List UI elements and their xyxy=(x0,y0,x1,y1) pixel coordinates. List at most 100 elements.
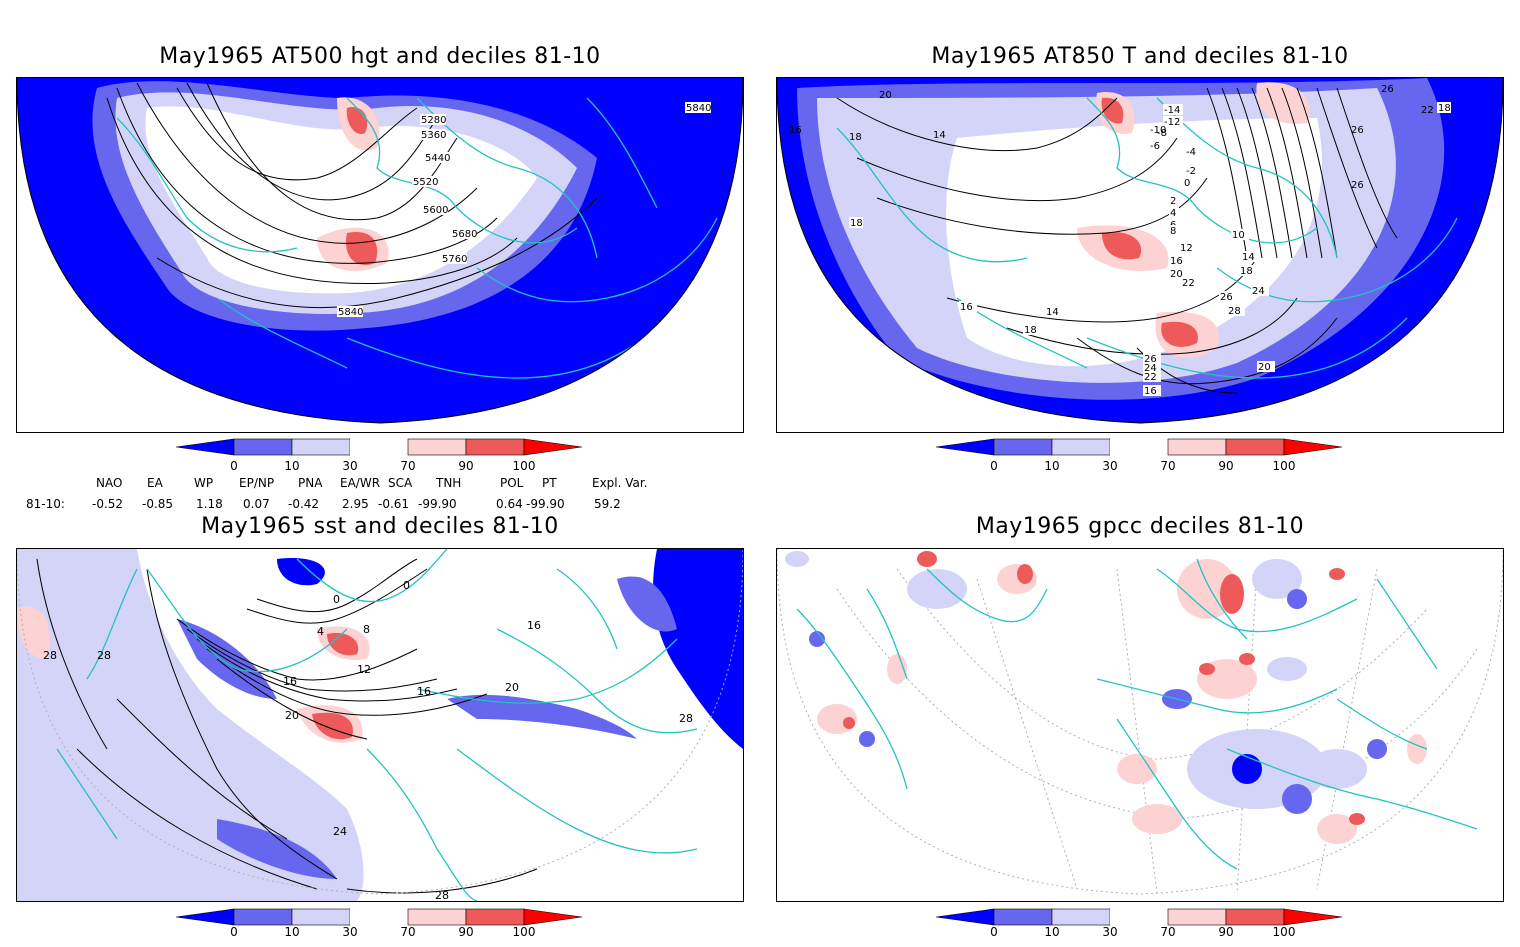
coastlines xyxy=(116,97,718,379)
colorbar-tick: 10 xyxy=(284,925,300,939)
contour-label: 24 xyxy=(1252,286,1265,297)
contour-label: 26 xyxy=(1381,84,1394,95)
index-header: PT xyxy=(542,476,557,490)
contour-label: 16 xyxy=(960,302,973,313)
index-value: 2.95 xyxy=(342,497,369,511)
contour-label: 14 xyxy=(933,130,946,141)
colorbar-tick: 30 xyxy=(342,925,358,939)
contour-label: 5680 xyxy=(452,229,477,240)
title-sst: May1965 sst and deciles 81-10 xyxy=(201,514,559,539)
contour-label: -2 xyxy=(1186,166,1196,177)
contour-label: -12 xyxy=(1164,117,1180,128)
deciles-field xyxy=(617,576,677,632)
colorbar-tick: 100 xyxy=(512,459,536,473)
contour-label: 20 xyxy=(505,681,519,694)
contour-label: 18 xyxy=(1240,266,1253,277)
index-header: EA xyxy=(147,476,163,490)
colorbar-tick: 10 xyxy=(284,459,300,473)
index-value: -0.85 xyxy=(142,497,174,511)
contour-label: 16 xyxy=(417,685,431,698)
index-header: EP/NP xyxy=(239,476,275,490)
contour-label: 22 xyxy=(1182,278,1195,289)
contour-label: -6 xyxy=(1150,141,1160,152)
contour-label: 22 xyxy=(1144,372,1157,383)
index-value: 0.64 xyxy=(496,497,523,511)
map-panel-sst: 0 0 4 8 12 16 16 20 24 28 28 28 16 20 28 xyxy=(16,548,744,902)
colorbar-tick: 30 xyxy=(1102,925,1118,939)
index-header: TNH xyxy=(436,476,462,490)
contour-label: 14 xyxy=(1046,307,1059,318)
colorbar-tick: 30 xyxy=(342,459,358,473)
colorbar-tick: 0 xyxy=(230,925,238,939)
contour-label: 5280 xyxy=(421,115,446,126)
deciles-field xyxy=(217,819,337,879)
deciles-field xyxy=(1101,97,1124,124)
index-value: -0.52 xyxy=(92,497,124,511)
colorbar-tick: 90 xyxy=(458,459,474,473)
contour-label: 24 xyxy=(333,825,347,838)
contour-label: 2 xyxy=(1170,196,1176,207)
deciles-field xyxy=(1161,321,1198,347)
colorbar-tick: 30 xyxy=(1102,459,1118,473)
index-value: 59.2 xyxy=(594,497,621,511)
contour-label: 26 xyxy=(1351,125,1364,136)
contour-label: 18 xyxy=(850,218,863,229)
deciles-field xyxy=(17,606,50,659)
colorbar-tick: 10 xyxy=(1044,925,1060,939)
contour-label: 28 xyxy=(679,712,693,725)
contour-label: -8 xyxy=(1157,128,1167,139)
index-header: POL xyxy=(500,476,524,490)
contour-label: 16 xyxy=(1144,386,1157,397)
deciles-field xyxy=(17,549,364,901)
temperature-contours xyxy=(836,87,1398,394)
contour-label: -4 xyxy=(1186,147,1196,158)
contour-label: 16 xyxy=(1170,256,1183,267)
deciles-field xyxy=(327,633,359,656)
index-value: -99.90 xyxy=(418,497,457,511)
title-gpcc: May1965 gpcc deciles 81-10 xyxy=(975,514,1305,539)
colorbar-sst: 0 10 30 70 90 100 xyxy=(175,907,596,947)
contour-label: 8 xyxy=(363,623,370,636)
index-header: Expl. Var. xyxy=(592,476,648,490)
contour-label: 14 xyxy=(1242,252,1255,263)
contour-label: 0 xyxy=(403,579,410,592)
contour-label: 10 xyxy=(1232,230,1245,241)
deciles-field xyxy=(785,551,1427,844)
title-z500: May1965 AT500 hgt and deciles 81-10 xyxy=(159,44,601,69)
contour-label: 20 xyxy=(879,90,892,101)
height-contours xyxy=(106,82,598,309)
colorbar-tick: 10 xyxy=(1044,459,1060,473)
colorbar-tick: 70 xyxy=(400,925,416,939)
colorbar-tick: 100 xyxy=(1272,925,1296,939)
contour-label: 24 xyxy=(1144,363,1157,374)
colorbar-tick: 0 xyxy=(990,925,998,939)
contour-label: 20 xyxy=(1258,362,1271,373)
contour-label: 4 xyxy=(1170,208,1176,219)
contour-label: 5520 xyxy=(413,177,438,188)
contour-label: 20 xyxy=(1170,269,1183,280)
contour-label: 16 xyxy=(527,619,541,632)
contour-label: 12 xyxy=(357,663,371,676)
contour-label: 5840 xyxy=(338,307,363,318)
colorbar-tick: 90 xyxy=(1218,459,1234,473)
colorbar-tick: 90 xyxy=(1218,925,1234,939)
index-value: -0.42 xyxy=(288,497,320,511)
index-value: -99.90 xyxy=(526,497,565,511)
colorbar-tick: 0 xyxy=(990,459,998,473)
contour-label: 5840 xyxy=(686,103,711,114)
contour-label: 5600 xyxy=(423,205,448,216)
map-panel-t850: 16 20 18 14 18 16 26 22 18 26 26 -14 -12… xyxy=(776,77,1504,433)
deciles-field xyxy=(346,232,378,265)
colorbar-tick: 70 xyxy=(400,459,416,473)
deciles-field xyxy=(1102,232,1142,260)
contour-label: -10 xyxy=(1150,125,1166,136)
contour-label: 0 xyxy=(1184,178,1190,189)
contour-label: 22 xyxy=(1421,105,1434,116)
colorbar-tick: 100 xyxy=(1272,459,1296,473)
contour-label: 18 xyxy=(1024,325,1037,336)
colorbar-tick: 90 xyxy=(458,925,474,939)
index-value: -0.61 xyxy=(378,497,410,511)
index-row-label: 81-10: xyxy=(26,497,65,511)
colorbar-tick: 100 xyxy=(512,925,536,939)
colorbar-tick: 70 xyxy=(1160,459,1176,473)
